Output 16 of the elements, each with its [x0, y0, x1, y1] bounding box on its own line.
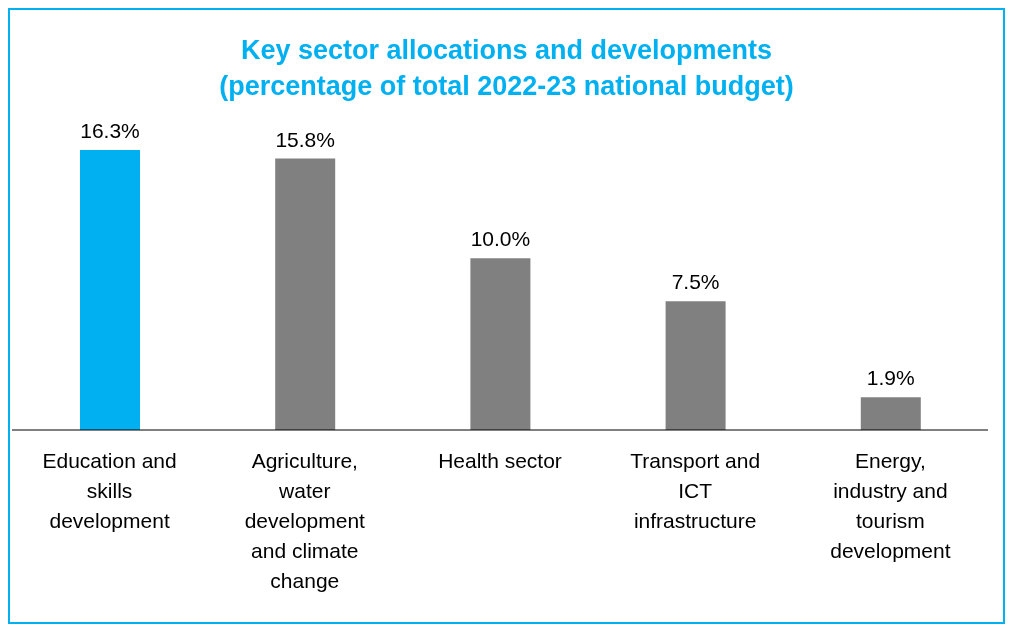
x-tick-label: Agriculture, water development and climate change — [244, 449, 366, 592]
bar — [80, 150, 140, 430]
data-label: 10.0% — [470, 227, 531, 251]
bar — [275, 158, 336, 430]
data-label: 16.3% — [80, 119, 140, 142]
x-tick-label: Education and skills development — [42, 449, 177, 532]
x-tick-label: Health sector — [438, 449, 562, 472]
data-label: 7.5% — [671, 270, 720, 294]
data-label: 15.8% — [275, 127, 335, 151]
bar — [470, 258, 531, 430]
bar — [860, 397, 921, 430]
chart-title: Key sector allocations and developments (percentage of total 2022-23 national budget) — [218, 34, 795, 103]
x-tick-label: Transport and ICT infrastructure — [630, 449, 761, 532]
bar — [665, 301, 726, 430]
data-label: 1.9% — [866, 366, 915, 390]
x-tick-label: Energy, industry and tourism development — [830, 449, 951, 562]
